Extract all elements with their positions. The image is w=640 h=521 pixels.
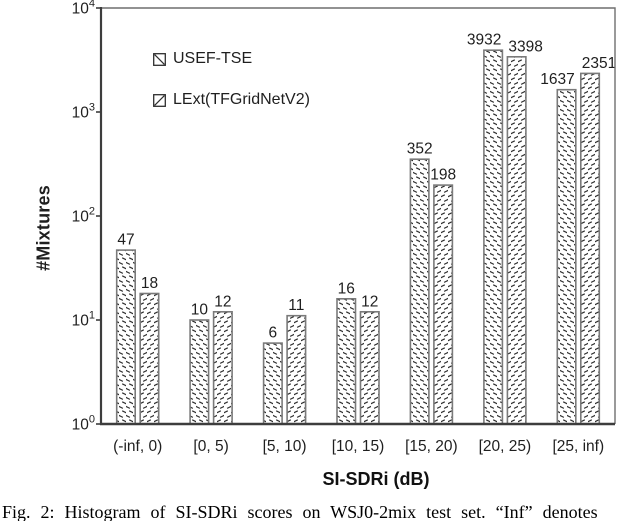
legend-item-lext: LExt(TFGridNetV2) bbox=[153, 91, 310, 108]
bar bbox=[579, 72, 601, 425]
bar bbox=[262, 342, 283, 425]
bar-value-label: 12 bbox=[214, 293, 231, 310]
x-tick-label: [5, 10) bbox=[263, 438, 307, 455]
x-tick-label: (-inf, 0) bbox=[113, 438, 162, 455]
bar bbox=[336, 297, 357, 425]
bar-value-label: 10 bbox=[191, 302, 209, 319]
bar-value-label: 2351 bbox=[582, 55, 616, 72]
histogram-chart: 47 18 (-inf, 0) 10 12 [0, 5) 6 11 [5, 10) 16 12 [10… bbox=[72, 0, 617, 455]
x-tick-label: [0, 5) bbox=[193, 438, 228, 455]
bar bbox=[212, 310, 233, 425]
y-tick-label: 100 bbox=[72, 414, 95, 434]
bar-value-label: 12 bbox=[361, 293, 378, 310]
backslash-hatch-swatch-icon bbox=[153, 52, 166, 66]
x-tick-label: [25, inf) bbox=[552, 438, 604, 455]
bar-value-label: 6 bbox=[268, 325, 277, 342]
bar-value-label: 18 bbox=[141, 275, 158, 292]
bar bbox=[359, 310, 380, 425]
x-tick-label: [10, 15) bbox=[332, 438, 385, 455]
legend: USEF-TSE LExt(TFGridNetV2) bbox=[153, 50, 310, 134]
y-tick-label: 103 bbox=[72, 102, 95, 122]
bar-value-label: 1637 bbox=[540, 71, 574, 88]
legend-label-lext: LExt(TFGridNetV2) bbox=[173, 91, 310, 108]
bar-value-label: 16 bbox=[338, 280, 355, 297]
bar-value-label: 198 bbox=[430, 167, 456, 184]
bar-value-label: 3932 bbox=[467, 32, 501, 49]
bar bbox=[556, 88, 577, 425]
y-axis-title: #Mixtures bbox=[33, 185, 54, 271]
bar bbox=[115, 249, 136, 425]
bar bbox=[409, 158, 430, 425]
figure-caption: Fig. 2: Histogram of SI-SDRi scores on W… bbox=[2, 502, 598, 521]
bar bbox=[286, 314, 307, 425]
bar bbox=[139, 292, 160, 425]
legend-item-usef-tse: USEF-TSE bbox=[153, 50, 310, 67]
bar bbox=[506, 55, 527, 425]
bar bbox=[483, 49, 504, 425]
slash-hatch-swatch-icon bbox=[153, 93, 166, 107]
bar-value-label: 47 bbox=[117, 232, 134, 249]
bar bbox=[189, 319, 210, 425]
y-tick-label: 104 bbox=[72, 0, 95, 18]
x-tick-label: [15, 20) bbox=[405, 438, 458, 455]
bar-value-label: 352 bbox=[407, 141, 433, 158]
bar bbox=[433, 184, 454, 425]
y-tick-label: 102 bbox=[72, 206, 95, 226]
x-tick-label: [20, 25) bbox=[479, 438, 532, 455]
bar-value-label: 3398 bbox=[508, 38, 542, 55]
bar-value-label: 11 bbox=[288, 297, 304, 314]
x-axis-title: SI-SDRi (dB) bbox=[322, 469, 430, 489]
plot-border bbox=[101, 7, 616, 424]
legend-label-usef-tse: USEF-TSE bbox=[173, 50, 253, 67]
y-tick-label: 101 bbox=[72, 310, 95, 330]
